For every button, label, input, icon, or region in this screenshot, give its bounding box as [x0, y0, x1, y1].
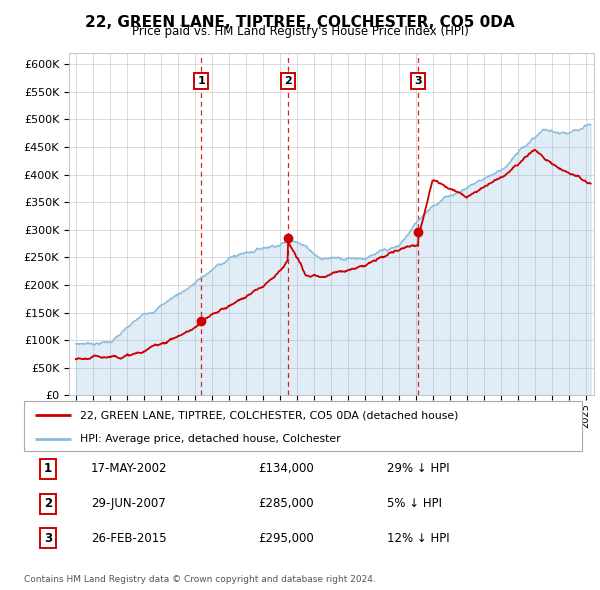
Text: 1: 1	[197, 76, 205, 86]
Text: 1: 1	[44, 463, 52, 476]
Text: 2: 2	[284, 76, 292, 86]
Text: 12% ↓ HPI: 12% ↓ HPI	[387, 532, 449, 545]
Text: 26-FEB-2015: 26-FEB-2015	[91, 532, 167, 545]
Text: 2: 2	[44, 497, 52, 510]
Text: 17-MAY-2002: 17-MAY-2002	[91, 463, 167, 476]
Text: 5% ↓ HPI: 5% ↓ HPI	[387, 497, 442, 510]
Text: 22, GREEN LANE, TIPTREE, COLCHESTER, CO5 0DA: 22, GREEN LANE, TIPTREE, COLCHESTER, CO5…	[85, 15, 515, 30]
Text: HPI: Average price, detached house, Colchester: HPI: Average price, detached house, Colc…	[80, 434, 340, 444]
Text: 22, GREEN LANE, TIPTREE, COLCHESTER, CO5 0DA (detached house): 22, GREEN LANE, TIPTREE, COLCHESTER, CO5…	[80, 410, 458, 420]
Text: £285,000: £285,000	[259, 497, 314, 510]
Text: Contains HM Land Registry data © Crown copyright and database right 2024.: Contains HM Land Registry data © Crown c…	[24, 575, 376, 584]
Text: 3: 3	[415, 76, 422, 86]
Text: £295,000: £295,000	[259, 532, 314, 545]
Text: 29% ↓ HPI: 29% ↓ HPI	[387, 463, 449, 476]
Text: 3: 3	[44, 532, 52, 545]
FancyBboxPatch shape	[24, 401, 582, 451]
Text: Price paid vs. HM Land Registry's House Price Index (HPI): Price paid vs. HM Land Registry's House …	[131, 25, 469, 38]
Text: 29-JUN-2007: 29-JUN-2007	[91, 497, 166, 510]
Text: £134,000: £134,000	[259, 463, 314, 476]
